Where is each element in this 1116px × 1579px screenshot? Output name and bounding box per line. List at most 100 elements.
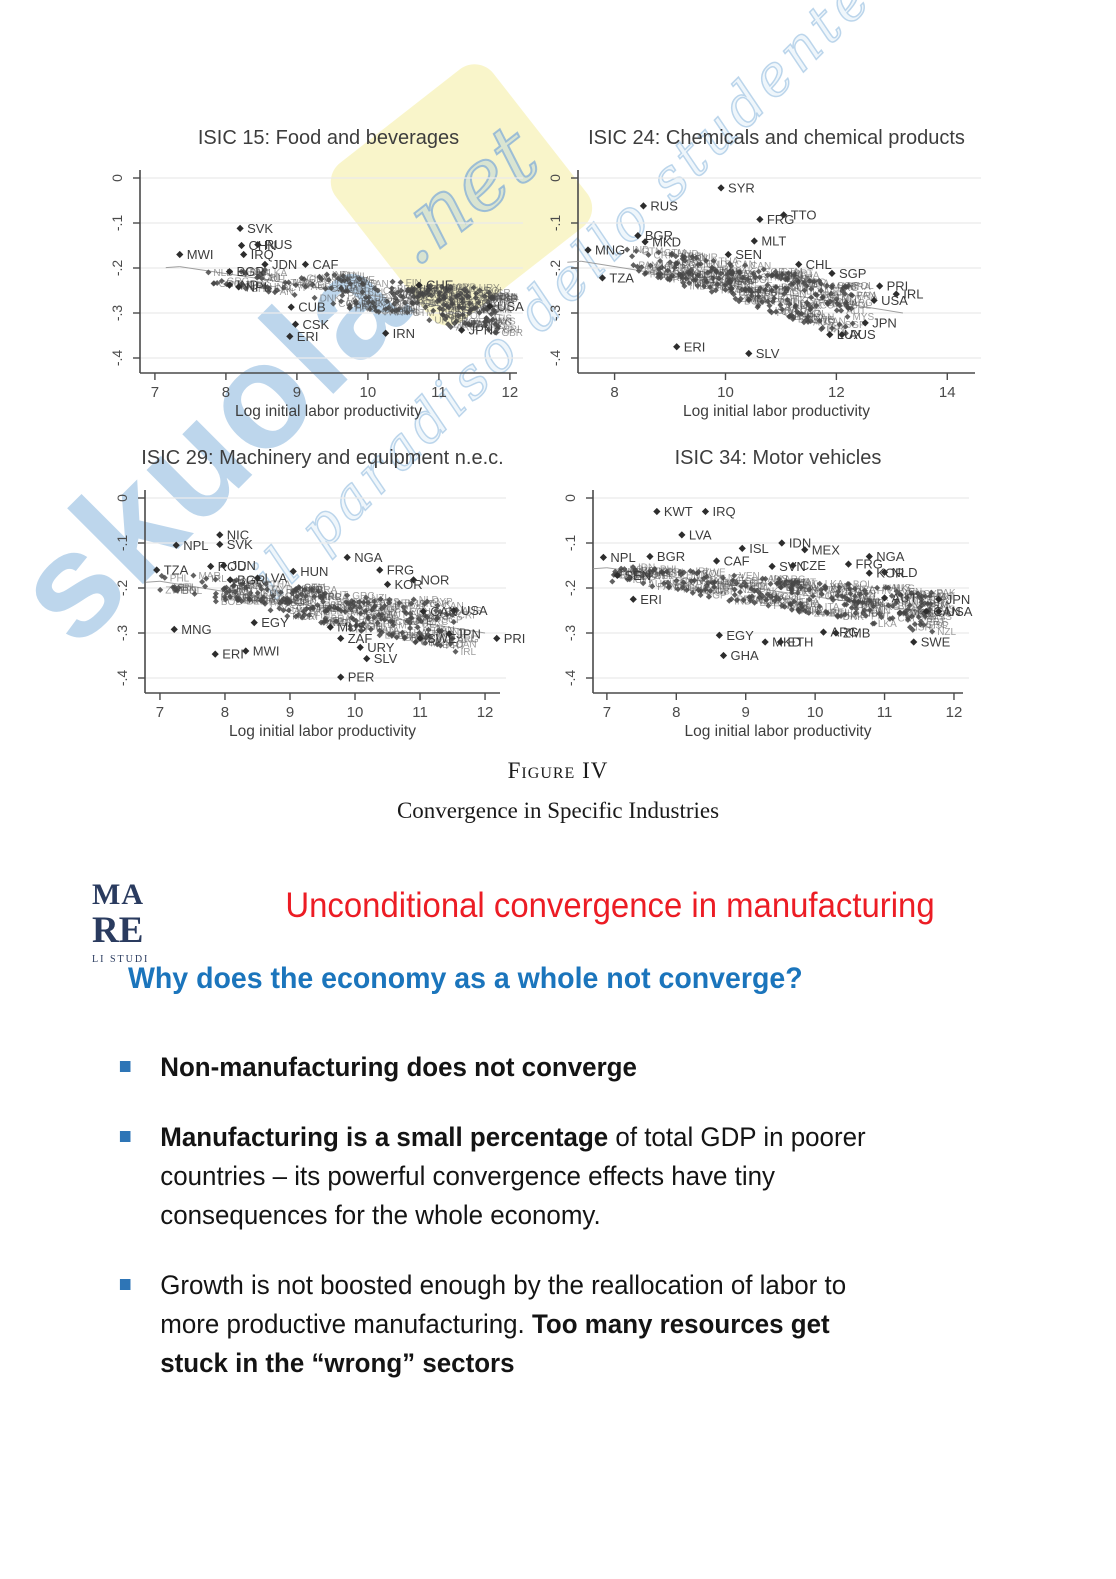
cloud-point-label: MYS — [833, 300, 855, 311]
cloud-point-label: ISR — [784, 577, 801, 588]
country-point-label: RUS — [265, 237, 293, 252]
cloud-point-label: HND — [445, 627, 467, 638]
country-point-label: BGR — [237, 572, 265, 587]
cloud-point-label: AUT — [235, 586, 255, 597]
cloud-point-label: TUR — [377, 605, 398, 616]
cloud-point-label: BRA — [681, 259, 702, 270]
x-axis-label: Log initial labor productivity — [685, 723, 872, 740]
cloud-point-label: THA — [667, 263, 687, 274]
cloud-point-label: KEN — [730, 281, 751, 292]
cloud-point-label: CAN — [798, 581, 819, 592]
cloud-point-label: ITA — [292, 594, 307, 605]
bullet-item: Manufacturing is a small percentage of t… — [118, 1118, 886, 1235]
country-point-label: CAF — [724, 554, 750, 569]
country-point-label: ERI — [297, 329, 319, 344]
logo-line-2: RE — [92, 910, 144, 951]
country-point-label: CHE — [426, 278, 454, 293]
cloud-point-label: GBR — [703, 281, 725, 292]
cloud-point-label: SGP — [368, 619, 389, 630]
cloud-point-label: THA — [799, 270, 819, 281]
cloud-point-label: LKA — [268, 268, 287, 279]
country-point-label: SLV — [756, 346, 780, 361]
cloud-point-label: BOL — [361, 621, 381, 632]
country-point-label: NIC — [227, 527, 249, 542]
cloud-point-label: CHN — [424, 628, 446, 639]
cloud-point-label: PAN — [358, 615, 378, 626]
cloud-point-label: DNK — [909, 608, 930, 619]
cloud-point-label: MYS — [924, 613, 946, 624]
y-tick-label: -.4 — [114, 670, 130, 687]
cloud-point-label: IRL — [211, 574, 227, 585]
cloud-point-label: GBR — [229, 585, 251, 596]
cloud-point-label: DNK — [910, 607, 931, 618]
cloud-point-label: CAN — [456, 639, 477, 650]
university-logo-fragment: MA RE LI STUDI — [92, 880, 149, 965]
cloud-point-label: ARG — [851, 298, 873, 309]
cloud-point-label: CHN — [239, 577, 261, 588]
x-tick-label: 8 — [672, 704, 680, 721]
y-tick-label: -.2 — [109, 260, 125, 277]
x-tick-label: 7 — [156, 704, 164, 721]
cloud-point-label: ECU — [293, 596, 314, 607]
cloud-point-label: GTM — [346, 606, 368, 617]
cloud-point-label: THA — [246, 280, 266, 291]
cloud-point-label: PHL — [263, 588, 283, 599]
cloud-point-label: NZL — [687, 274, 706, 285]
cloud-point-label: PAK — [680, 263, 700, 274]
cloud-point-label: BRA — [850, 282, 871, 293]
cloud-point-label: FIN — [726, 269, 742, 280]
chart-svg: ISIC 24: Chemicals and chemical products… — [550, 127, 981, 420]
cloud-point-label: CRI — [861, 609, 878, 620]
country-point-label: HUN — [300, 564, 328, 579]
cloud-point-label: ECU — [813, 300, 834, 311]
y-tick-label: -.4 — [109, 350, 125, 367]
cloud-point-label: BEL — [239, 581, 258, 592]
cloud-point-label: NZL — [242, 576, 261, 587]
bullet-item: Growth is not boosted enough by the real… — [118, 1266, 886, 1383]
country-point-label: JDN — [272, 257, 297, 272]
cloud-point-label: CRI — [458, 610, 475, 621]
y-tick-label: -.3 — [114, 625, 130, 642]
cloud-point-label: DNK — [249, 268, 270, 279]
cloud-point-label: SGP — [764, 267, 785, 278]
cloud-point-label: FIN — [715, 283, 731, 294]
cloud-point-label: GRC — [295, 598, 317, 609]
country-point-label: MLT — [761, 234, 786, 249]
country-point-label: LVA — [264, 571, 287, 586]
cloud-point-label: PAK — [759, 586, 779, 597]
cloud-point-label: BOL — [853, 579, 873, 590]
country-point-label: MEX — [812, 542, 841, 557]
cloud-point-label: AUT — [267, 274, 287, 285]
country-point-label: NLD — [892, 565, 918, 580]
cloud-point-label: CYP — [764, 292, 785, 303]
cloud-point-label: GTM — [298, 586, 320, 597]
country-point-label: BGR — [236, 264, 264, 279]
cloud-point-label: DNK — [792, 274, 813, 285]
chart-svg: ISIC 34: Motor vehicles 0 -.1 -.2 -.3 -.4 7 8 9 1… — [562, 447, 973, 740]
cloud-point-label: CHN — [681, 576, 703, 587]
cloud-point-label: AUS — [462, 606, 483, 617]
cloud-point-label: IDN — [845, 583, 862, 594]
cloud-point-label: AUS — [648, 579, 669, 590]
country-point-label: BGR — [657, 549, 685, 564]
cloud-point-label: NZL — [696, 577, 715, 588]
cloud-point-label: ZWE — [812, 315, 835, 326]
x-tick-label: 12 — [502, 384, 519, 401]
y-tick-label: -.2 — [562, 580, 578, 597]
cloud-point-label: DNK — [651, 570, 672, 581]
cloud-point-label: GRC — [644, 266, 666, 277]
cloud-point-label: BRA — [855, 584, 876, 595]
slide-title: Unconditional convergence in manufacturi… — [285, 886, 935, 925]
country-point-label: SWE — [921, 635, 951, 650]
cloud-point-label: BRA — [746, 294, 767, 305]
cloud-point-label: ESP — [929, 620, 949, 631]
cloud-point-label: GTM — [304, 583, 326, 594]
cloud-point-label: POL — [807, 309, 827, 320]
cloud-point-label: THA — [791, 577, 811, 588]
x-tick-label: 10 — [807, 704, 824, 721]
x-tick-label: 9 — [742, 704, 750, 721]
cloud-point-label: BRA — [445, 607, 466, 618]
country-point-label: PER — [348, 670, 375, 685]
country-point-label: EGY — [726, 628, 754, 643]
cloud-point-label: PAK — [905, 608, 925, 619]
